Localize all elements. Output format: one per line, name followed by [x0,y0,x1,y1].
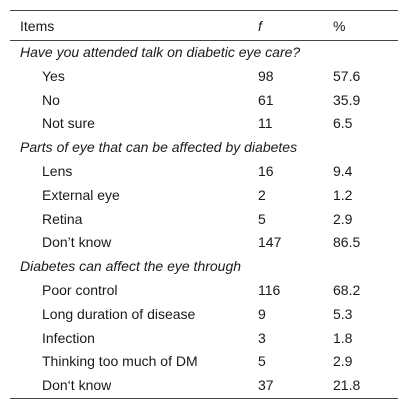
data-row: Retina 5 2.9 [10,208,398,232]
frequency: 98 [258,67,274,84]
section-row: Have you attended talk on diabetic eye c… [10,41,398,65]
data-row: Long duration of disease 9 5.3 [10,303,398,327]
item-label: Long duration of disease [42,305,196,322]
data-row: Poor control 116 68.2 [10,279,398,303]
item-label: Lens [42,162,73,179]
percent: 86.5 [333,234,361,251]
percent: 2.9 [333,353,353,370]
frequency: 61 [258,91,274,108]
item-label: Don’t know [42,234,112,251]
data-row: Don’t know 147 86.5 [10,231,398,255]
header-cell: Items [20,18,55,34]
frequency: 147 [258,234,282,251]
header-cell: f [258,18,262,34]
frequency: 11 [258,115,273,132]
frequency: 3 [258,329,266,346]
data-row: Infection 3 1.8 [10,327,398,351]
section-title: Diabetes can affect the eye through [20,258,242,275]
percent: 35.9 [333,91,361,108]
percent: 2.9 [333,210,353,227]
frequency: 116 [258,281,281,298]
frequency: 9 [258,305,266,322]
percent: 21.8 [333,377,361,394]
section-title: Parts of eye that can be affected by dia… [20,139,298,156]
item-label: No [42,91,60,108]
percent: 6.5 [333,115,353,132]
frequency: 5 [258,353,266,370]
item-label: Infection [42,329,95,346]
data-row: Lens 16 9.4 [10,160,398,184]
data-row: No 61 35.9 [10,89,398,113]
item-label: External eye [42,186,120,203]
percent: 68.2 [333,281,361,298]
item-label: Yes [42,67,65,84]
percent: 57.6 [333,67,361,84]
item-label: Don‘t know [42,377,112,394]
data-row: Don‘t know 37 21.8 [10,374,398,398]
data-row: Thinking too much of DM 5 2.9 [10,350,398,374]
data-row: Not sure 11 6.5 [10,112,398,136]
table: Items f % Have you attended talk on diab… [10,10,398,399]
section-row: Parts of eye that can be affected by dia… [10,136,398,160]
data-row: Yes 98 57.6 [10,65,398,89]
section-title: Have you attended talk on diabetic eye c… [20,44,301,60]
frequency: 16 [258,162,274,179]
data-row: External eye 2 1.2 [10,184,398,208]
item-label: Retina [42,210,83,227]
percent: 9.4 [333,162,353,179]
item-label: Poor control [42,281,118,298]
percent: 5.3 [333,305,353,322]
frequency: 2 [258,186,266,203]
header-cell: % [333,18,346,34]
percent: 1.2 [333,186,353,203]
frequency: 37 [258,377,274,394]
frequency: 5 [258,210,266,227]
section-row: Diabetes can affect the eye through [10,255,398,279]
header-row: Items f % [10,11,398,41]
percent: 1.8 [333,329,353,346]
item-label: Not sure [42,115,95,132]
item-label: Thinking too much of DM [42,353,198,370]
